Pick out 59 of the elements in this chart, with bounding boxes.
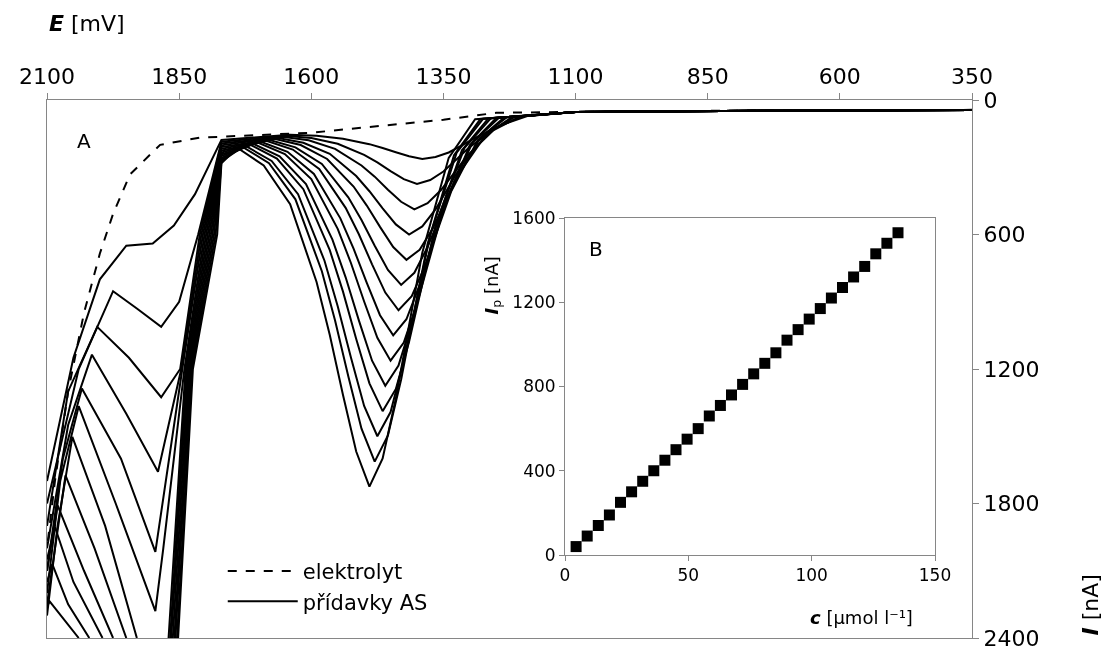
point bbox=[626, 486, 638, 498]
x-axis-title: E [mV] bbox=[49, 11, 125, 36]
x-tick-label: 600 bbox=[818, 64, 861, 90]
point bbox=[570, 541, 582, 553]
point bbox=[726, 389, 737, 401]
x-axis-title: c [μmol l⁻¹] bbox=[810, 607, 913, 628]
point bbox=[603, 509, 615, 521]
y-tick-label: 2400 bbox=[983, 625, 1040, 651]
x-tick-label: 350 bbox=[951, 64, 993, 90]
point bbox=[748, 368, 760, 380]
point bbox=[859, 260, 871, 272]
x-tick-label: 850 bbox=[686, 64, 729, 90]
point bbox=[837, 282, 848, 294]
x-tick-label: 50 bbox=[677, 565, 700, 586]
x-tick-label: 150 bbox=[918, 565, 952, 586]
x-tick-label: 0 bbox=[559, 565, 571, 586]
point bbox=[648, 465, 660, 477]
point bbox=[892, 227, 904, 239]
point bbox=[759, 357, 771, 369]
point bbox=[714, 399, 726, 411]
y-tick-label: 1600 bbox=[512, 207, 556, 228]
y-tick-label: 0 bbox=[983, 87, 998, 113]
point bbox=[825, 292, 837, 304]
annotation: A bbox=[77, 129, 91, 153]
legend-label: elektrolyt bbox=[302, 560, 403, 585]
x-tick-label: 100 bbox=[795, 565, 828, 586]
point bbox=[803, 313, 815, 325]
annotation: B bbox=[589, 237, 603, 261]
point bbox=[681, 433, 693, 445]
y-tick-label: 0 bbox=[544, 544, 556, 565]
x-tick-label: 1600 bbox=[283, 64, 340, 90]
y-tick-label: 1800 bbox=[983, 491, 1040, 517]
point bbox=[870, 248, 882, 260]
point bbox=[781, 334, 793, 346]
point bbox=[592, 520, 604, 532]
point bbox=[814, 303, 826, 315]
point bbox=[703, 410, 715, 422]
y-tick-label: 600 bbox=[983, 222, 1026, 248]
x-tick-label: 2100 bbox=[19, 64, 75, 90]
point bbox=[770, 347, 782, 359]
x-tick-label: 1100 bbox=[547, 64, 604, 90]
y-axis-title: I [nA] bbox=[1077, 574, 1103, 636]
point bbox=[737, 378, 749, 390]
x-tick-label: 1350 bbox=[415, 64, 472, 90]
point bbox=[848, 271, 860, 283]
point bbox=[692, 423, 704, 435]
point bbox=[792, 324, 804, 336]
y-tick-label: 1200 bbox=[512, 292, 556, 313]
y-tick-label: 800 bbox=[523, 376, 556, 397]
point bbox=[881, 237, 893, 249]
y-tick-label: 400 bbox=[523, 460, 556, 481]
y-tick-label: 1200 bbox=[983, 356, 1040, 382]
legend-label: přídavky AS bbox=[302, 590, 428, 615]
point bbox=[615, 496, 626, 508]
x-tick-label: 1850 bbox=[151, 64, 208, 90]
point bbox=[659, 454, 671, 466]
point bbox=[637, 475, 649, 487]
point bbox=[670, 444, 682, 456]
point bbox=[581, 530, 593, 542]
